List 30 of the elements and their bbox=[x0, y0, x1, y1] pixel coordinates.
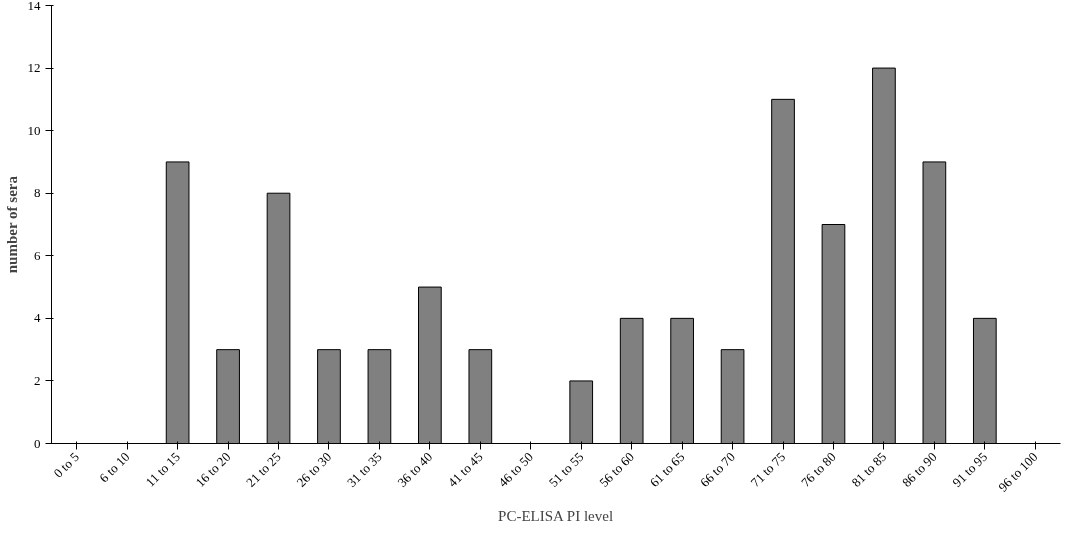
x-tick-label: 36 to 40 bbox=[394, 449, 436, 490]
y-tick-label: 6 bbox=[34, 247, 41, 263]
y-tick-label: 2 bbox=[34, 372, 41, 388]
x-tick-label: 81 to 85 bbox=[848, 449, 890, 490]
y-tick-label: 8 bbox=[34, 185, 41, 201]
x-tick-label: 0 to 5 bbox=[50, 449, 83, 481]
x-tick-label: 71 to 75 bbox=[747, 449, 789, 490]
y-tick-label: 4 bbox=[34, 310, 41, 326]
y-tick-label: 0 bbox=[34, 435, 41, 451]
x-tick-label: 91 to 95 bbox=[949, 449, 991, 490]
y-tick-label: 10 bbox=[27, 122, 41, 138]
x-tick-label: 66 to 70 bbox=[697, 449, 738, 490]
x-tick-label: 31 to 35 bbox=[343, 449, 385, 490]
x-tick-label: 56 to 60 bbox=[596, 449, 637, 490]
x-tick-label: 6 to 10 bbox=[96, 449, 133, 486]
x-tick-label: 41 to 45 bbox=[444, 449, 486, 490]
x-tick-label: 11 to 15 bbox=[142, 449, 183, 490]
x-tick-label: 86 to 90 bbox=[898, 449, 940, 490]
x-axis-title: PC-ELISA PI level bbox=[498, 507, 614, 524]
x-tick-label: 21 to 25 bbox=[243, 449, 284, 490]
x-tick-label: 26 to 30 bbox=[293, 449, 335, 490]
y-tick-label: 12 bbox=[27, 60, 41, 76]
x-tick-label: 51 to 55 bbox=[545, 449, 587, 490]
y-axis-title: number of sera bbox=[3, 175, 20, 274]
x-tick-label: 96 to 100 bbox=[995, 449, 1041, 495]
x-tick-label: 76 to 80 bbox=[798, 449, 839, 490]
x-tick-label: 16 to 20 bbox=[192, 449, 234, 490]
x-tick-label: 46 to 50 bbox=[495, 449, 537, 490]
x-tick-label: 61 to 65 bbox=[646, 449, 688, 490]
y-tick-label: 14 bbox=[27, 0, 41, 13]
